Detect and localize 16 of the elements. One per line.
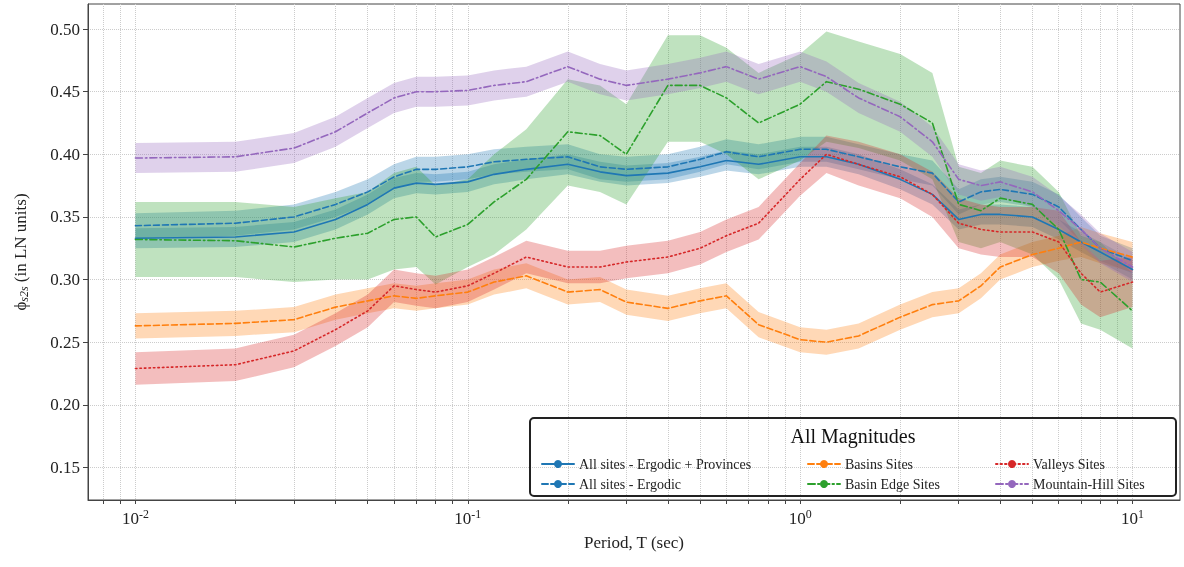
legend-label: Basin Edge Sites — [845, 476, 940, 492]
legend-title: All Magnitudes — [790, 425, 916, 448]
y-tick-label: 0.35 — [50, 207, 80, 227]
legend-label: Valleys Sites — [1033, 456, 1105, 472]
y-tick-label: 0.30 — [50, 270, 80, 290]
y-tick-label: 0.25 — [50, 332, 80, 352]
legend-label: All sites - Ergodic — [579, 476, 682, 492]
y-tick-label: 0.20 — [50, 395, 80, 415]
y-tick-label: 0.15 — [50, 457, 80, 477]
y-tick-label: 0.40 — [50, 144, 80, 164]
legend-label: Basins Sites — [845, 456, 914, 472]
legend-label: All sites - Ergodic + Provinces — [579, 456, 752, 472]
x-axis-title: Period, T (sec) — [584, 533, 684, 552]
y-tick-label: 0.45 — [50, 82, 80, 102]
legend-label: Mountain-Hill Sites — [1033, 476, 1145, 492]
y-tick-label: 0.50 — [50, 19, 80, 39]
